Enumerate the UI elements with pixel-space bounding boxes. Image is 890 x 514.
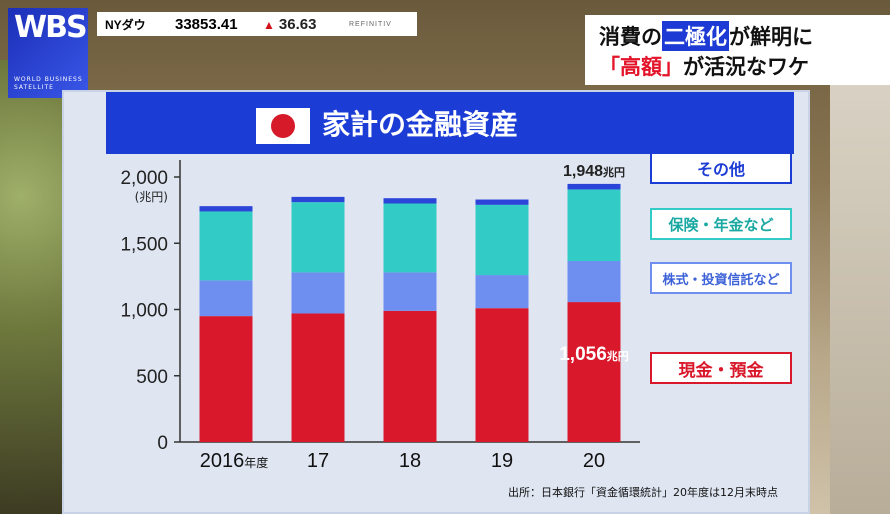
chart-title: 家計の金融資産 xyxy=(322,108,519,141)
bar-segment xyxy=(475,275,529,309)
x-tick-label: 20 xyxy=(583,450,605,472)
headline-l1-post: が鮮明に xyxy=(729,25,813,49)
data-label: 1,948兆円 xyxy=(563,163,625,180)
bar-segment xyxy=(567,302,621,442)
japan-flag-icon xyxy=(256,108,310,144)
bar-segment xyxy=(199,206,253,212)
y-tick-label: 1,500 xyxy=(120,234,168,255)
data-label-unit: 兆円 xyxy=(603,165,625,179)
data-label: 1,056兆円 xyxy=(559,344,629,365)
data-label-unit: 兆円 xyxy=(607,349,629,363)
x-tick-label: 2016年度 xyxy=(200,450,269,472)
ticker-source: REFINITIV xyxy=(349,20,392,28)
y-tick-label: 0 xyxy=(157,433,168,454)
y-axis-unit: (兆円) xyxy=(135,190,168,204)
up-triangle-icon: ▲ xyxy=(263,17,275,32)
bar-segment xyxy=(567,261,621,303)
bar-segment xyxy=(199,280,253,317)
bar-segment xyxy=(567,183,621,190)
bar-segment xyxy=(199,211,253,281)
ticker-index: NYダウ xyxy=(105,17,146,32)
studio-background-right xyxy=(830,80,890,514)
x-tick-label: 19 xyxy=(491,450,513,472)
chart-title-bar xyxy=(106,92,794,154)
headline-box: 消費の二極化が鮮明に 「高額」が活況なワケ xyxy=(585,15,890,85)
bar-segment xyxy=(383,310,437,442)
headline-line-2: 「高額」が活況なワケ xyxy=(599,51,809,81)
headline-l2-post: が活況なワケ xyxy=(683,55,809,79)
bar-segment xyxy=(475,204,529,276)
source-note: 出所：日本銀行「資金循環統計」20年度は12月末時点 xyxy=(508,486,778,499)
legend-cash-deposits: 現金・預金 xyxy=(650,352,792,384)
bar-segment xyxy=(291,202,345,273)
x-tick-label: 18 xyxy=(399,450,421,472)
flag-sun xyxy=(271,114,295,138)
bar-segment xyxy=(475,199,529,205)
bar-segment xyxy=(199,316,253,442)
legend-insurance-pension: 保険・年金など xyxy=(650,208,792,240)
bar-segment xyxy=(383,272,437,311)
headline-l2-box: 「高額」 xyxy=(599,55,683,79)
bar-segment xyxy=(475,308,529,442)
logo-subtitle: WORLD BUSINESS SATELLITE xyxy=(14,76,83,91)
headline-line-1: 消費の二極化が鮮明に xyxy=(599,21,813,51)
x-tick-suffix: 年度 xyxy=(244,455,268,470)
legend-other: その他 xyxy=(650,152,792,184)
bar-segment xyxy=(291,313,345,442)
ticker-change: ▲ 36.63 xyxy=(263,16,349,33)
ticker-value: 33853.41 xyxy=(175,15,238,33)
ticker-change-value: 36.63 xyxy=(278,15,317,33)
y-tick-label: 500 xyxy=(136,367,168,388)
headline-l1-pre: 消費の xyxy=(599,25,662,49)
legend-stocks-funds: 株式・投資信託など xyxy=(650,262,792,294)
bar-segment xyxy=(383,198,437,204)
logo-mark: WBS xyxy=(14,10,88,45)
headline-l1-box: 二極化 xyxy=(662,21,729,51)
x-tick-label: 17 xyxy=(307,450,329,472)
bar-segment xyxy=(291,196,345,203)
wbs-logo: WBS WORLD BUSINESS SATELLITE xyxy=(8,8,88,98)
stock-ticker: NYダウ 33853.41 ▲ 36.63 REFINITIV xyxy=(97,12,417,36)
bar-segment xyxy=(291,272,345,314)
bar-segment xyxy=(567,189,621,262)
bar-segment xyxy=(383,203,437,273)
y-tick-label: 1,000 xyxy=(120,301,168,322)
studio-background-left xyxy=(0,60,70,514)
y-tick-label: 2,000 xyxy=(120,168,168,189)
